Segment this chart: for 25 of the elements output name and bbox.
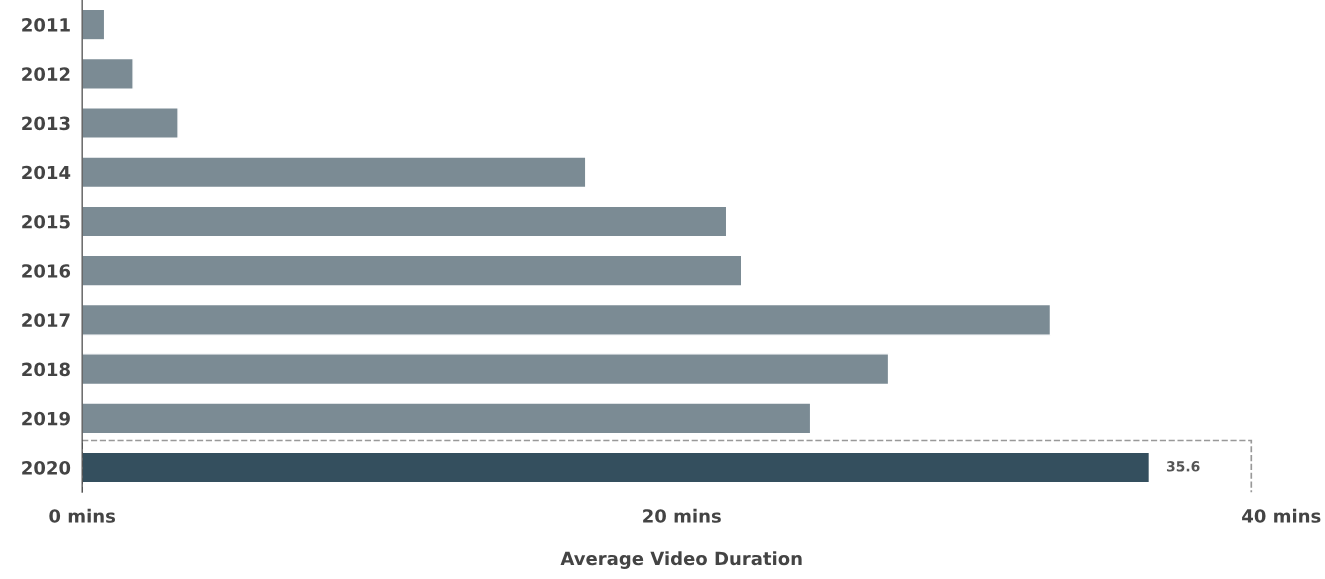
- bar: [82, 402, 812, 435]
- x-tick-label: 20 mins: [643, 508, 721, 523]
- y-tick-label: 2018: [22, 362, 70, 377]
- bar: [82, 57, 134, 90]
- data-label: 35.6: [1166, 461, 1200, 472]
- bar: [82, 353, 890, 386]
- x-axis-title: Average Video Duration: [560, 551, 802, 569]
- y-tick-label: 2013: [22, 116, 70, 131]
- y-tick-label: 2017: [22, 313, 70, 328]
- y-tick-label: 2012: [22, 67, 70, 81]
- bar: [82, 451, 1151, 484]
- bar: [82, 303, 1052, 336]
- y-tick-label: 2014: [22, 165, 71, 180]
- y-tick-label: 2020: [22, 461, 71, 475]
- x-tick-label: 40 mins: [1242, 508, 1321, 523]
- x-tick-label: 0 mins: [49, 508, 116, 523]
- bar: [82, 205, 728, 238]
- y-tick-label: 2019: [22, 411, 70, 426]
- y-tick-label: 2011: [22, 18, 70, 32]
- bar: [82, 156, 587, 189]
- bar: [82, 254, 743, 287]
- bar: [82, 107, 179, 139]
- y-tick-label: 2015: [22, 214, 70, 229]
- bar: [82, 8, 106, 41]
- y-tick-label: 2016: [22, 264, 71, 278]
